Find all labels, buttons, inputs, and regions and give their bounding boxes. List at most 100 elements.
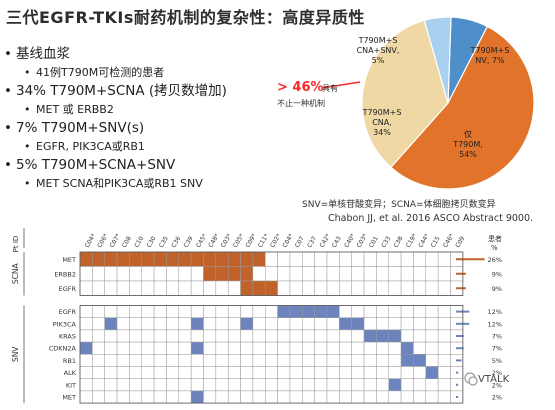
column-header: C06* [96, 233, 109, 249]
grid-cell [413, 378, 427, 392]
sub-bullet-item: • 41例T790M可检测的患者 [24, 66, 165, 79]
grid-cell [227, 305, 241, 318]
grid-cell [240, 341, 254, 355]
grid-cell [388, 266, 402, 282]
column-header: C03* [356, 233, 369, 249]
grid-cell [400, 280, 414, 296]
grid-cell [351, 266, 365, 282]
grid-cell [141, 305, 155, 318]
watermark-text: VTALK [478, 374, 510, 385]
grid-cell [400, 341, 414, 355]
grid-cell [376, 366, 389, 379]
frequency-bar [456, 359, 462, 362]
grid-cell [413, 266, 427, 282]
grid-cell [302, 390, 315, 404]
grid-cell [289, 354, 303, 367]
abbreviation-definitions: SNV=单核苷酸变异；SCNA=体细胞拷贝数变异 [302, 200, 496, 210]
grid-cell [104, 317, 118, 331]
frequency-bar [456, 396, 459, 398]
scna-row-label: MET [62, 256, 76, 264]
grid-cell [302, 266, 315, 282]
patients-header-percent: % [491, 244, 498, 252]
grid-cell [437, 341, 451, 355]
column-header: C10 [133, 235, 145, 249]
grid-cell [400, 251, 414, 267]
grid-cell [190, 305, 204, 318]
grid-cell [240, 317, 254, 331]
scna-row-percentage: 26% [488, 256, 502, 264]
grid-cell [252, 251, 266, 267]
grid-cell [129, 354, 142, 367]
grid-cell [376, 266, 389, 282]
grid-cell [388, 366, 402, 379]
column-header: C44* [417, 233, 430, 249]
grid-cell [326, 329, 340, 343]
snv-row-label: ALK [64, 369, 77, 377]
grid-cell [376, 390, 389, 404]
grid-cell [425, 251, 439, 267]
grid-cell [277, 341, 291, 355]
grid-cell [388, 251, 402, 267]
pie-slice [423, 16, 452, 104]
grid-cell [240, 366, 254, 379]
grid-cell [265, 341, 278, 355]
grid-cell [437, 366, 451, 379]
grid-cell [363, 378, 377, 392]
grid-cell [425, 378, 439, 392]
grid-cell [351, 378, 365, 392]
grid-cell [289, 341, 303, 355]
grid-cell [314, 317, 328, 331]
grid-cell [203, 317, 217, 331]
grid-cell [314, 378, 328, 392]
column-header: C03* [220, 233, 233, 249]
grid-cell [240, 354, 254, 367]
grid-cell [104, 390, 118, 404]
grid-cell [265, 390, 278, 404]
grid-cell [116, 329, 130, 343]
grid-cell [190, 366, 204, 379]
grid-cell [79, 390, 93, 404]
grid-cell [240, 305, 254, 318]
bullet-text: 7% T790M+SNV(s) [16, 120, 145, 136]
column-header: C15 [430, 235, 442, 249]
grid-cell [178, 378, 192, 392]
bullet-text: 5% T790M+SCNA+SNV [16, 157, 176, 173]
grid-cell [92, 366, 105, 379]
grid-cell [388, 390, 402, 404]
grid-cell [363, 305, 377, 318]
pie-slice-label: 仅 T790M, 54% [453, 130, 483, 159]
grid-cell [203, 390, 217, 404]
grid-cell [326, 317, 340, 331]
grid-cell [178, 329, 192, 343]
grid-cell [166, 390, 180, 404]
grid-cell [215, 366, 229, 379]
grid-cell [141, 366, 155, 379]
highlight-percentage: > 46% [277, 80, 324, 95]
grid-cell [141, 317, 155, 331]
grid-cell [178, 305, 192, 318]
grid-cell [351, 354, 365, 367]
grid-cell [314, 280, 328, 296]
grid-cell [153, 317, 167, 331]
grid-cell [265, 354, 278, 367]
grid-cell [252, 305, 266, 318]
column-header: C39 [183, 235, 195, 249]
grid-cell [166, 366, 180, 379]
grid-cell [302, 329, 315, 343]
grid-cell [240, 378, 254, 392]
snv-row-label: PIK3CA [53, 320, 77, 328]
grid-cell [92, 354, 105, 367]
grid-cell [79, 280, 93, 296]
column-header: C48* [207, 233, 220, 249]
grid-cell [190, 280, 204, 296]
grid-cell [190, 329, 204, 343]
grid-cell [190, 390, 204, 404]
grid-cell [265, 266, 278, 282]
grid-cell [227, 366, 241, 379]
grid-cell [425, 366, 439, 379]
grid-cell [190, 354, 204, 367]
grid-cell [203, 341, 217, 355]
grid-cell [314, 305, 328, 318]
grid-cell [437, 390, 451, 404]
grid-cell [227, 378, 241, 392]
